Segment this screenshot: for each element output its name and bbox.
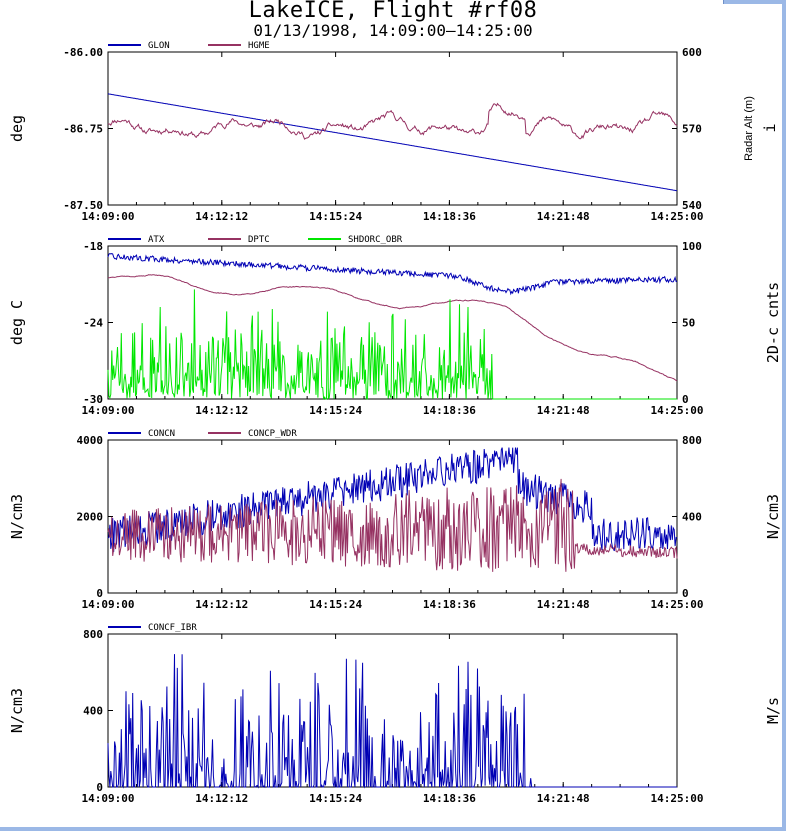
panel1-xtick-label: 14:18:36 <box>423 210 476 223</box>
panel4-xtick-label: 14:12:12 <box>195 792 248 805</box>
panel2-legend-label-atx: ATX <box>148 235 165 245</box>
panel3-ytick-right-label: 800 <box>682 434 702 447</box>
panel1-series-glon <box>107 93 678 192</box>
panel3-series-concn <box>107 447 678 552</box>
panel1-ylabel-left: deg <box>8 115 26 142</box>
panel2-ytick-left-label: -18 <box>83 240 103 253</box>
panel4-ytick-left-label: 400 <box>83 705 103 718</box>
panel4-ylabel-left: N/cm3 <box>8 688 26 733</box>
panel3-xtick-label: 14:18:36 <box>423 598 476 611</box>
panel4-xtick-label: 14:18:36 <box>423 792 476 805</box>
panel4-ytick-left-label: 0 <box>96 781 103 794</box>
panel4-ylabel-right: M/s <box>764 697 782 724</box>
panel4-ytick-left-label: 800 <box>83 628 103 641</box>
panel1-legend-label-hgme: HGME <box>248 41 270 51</box>
panel3-legend-label-concn: CONCN <box>148 429 175 439</box>
panel2-xtick-label: 14:09:00 <box>82 404 135 417</box>
panel3-ytick-right-label: 400 <box>682 511 702 524</box>
panel4-xtick-label: 14:21:48 <box>537 792 590 805</box>
panel2-ylabel-right: 2D-c cnts <box>764 282 782 363</box>
panel2-xtick-label: 14:25:00 <box>651 404 704 417</box>
panel1-ytick-right-label: 570 <box>682 123 702 136</box>
panel1-ytick-right-label: 600 <box>682 46 702 59</box>
panel2-xtick-label: 14:12:12 <box>195 404 248 417</box>
panel3-xtick-label: 14:25:00 <box>651 598 704 611</box>
panel2-legend-label-shdorc_obr: SHDORC_OBR <box>348 235 403 245</box>
panel2-series-dptc <box>107 274 678 382</box>
panel2-series-atx <box>107 253 678 296</box>
panel1-ylabel-right: Radar Alt (m) <box>743 96 755 161</box>
panel3-ylabel-right: N/cm3 <box>764 494 782 539</box>
panel3-ytick-left-label: 0 <box>96 587 103 600</box>
panel2-legend-label-dptc: DPTC <box>248 235 270 245</box>
panel3-xtick-label: 14:12:12 <box>195 598 248 611</box>
panel1-ytick-left-label: -86.00 <box>63 46 103 59</box>
panel3-legend-label-concp_wdr: CONCP_WDR <box>248 429 297 439</box>
panel1-plot-area <box>107 51 678 206</box>
panel2-xtick-label: 14:18:36 <box>423 404 476 417</box>
panel4-xtick-label: 14:15:24 <box>309 792 362 805</box>
panel1-ytick-right-label: 540 <box>682 199 702 212</box>
panel2-ytick-right-label: 100 <box>682 240 702 253</box>
panel1-legend-label-glon: GLON <box>148 41 170 51</box>
panel4-xtick-label: 14:25:00 <box>651 792 704 805</box>
panel1-ylabel-right-extra: i <box>761 123 779 132</box>
panel3-xtick-label: 14:15:24 <box>309 598 362 611</box>
panel2-ytick-left-label: -24 <box>83 317 103 330</box>
panel4-xtick-label: 14:09:00 <box>82 792 135 805</box>
panel1-xtick-label: 14:09:00 <box>82 210 135 223</box>
panel4-legend-label-concf_ibr: CONCF_IBR <box>148 623 197 633</box>
panel3-xtick-label: 14:09:00 <box>82 598 135 611</box>
panel1-ytick-left-label: -86.75 <box>63 123 103 136</box>
panel2-xtick-label: 14:21:48 <box>537 404 590 417</box>
panel3-ytick-right-label: 0 <box>682 587 689 600</box>
page-title: LakeICE, Flight #rf08 <box>248 0 538 23</box>
panel3-ytick-left-label: 2000 <box>77 511 104 524</box>
panel2-ytick-right-label: 50 <box>682 317 695 330</box>
page-subtitle: 01/13/1998, 14:09:00–14:25:00 <box>253 21 533 40</box>
panel3-ylabel-left: N/cm3 <box>8 494 26 539</box>
panel3-ytick-left-label: 4000 <box>77 434 104 447</box>
panel1-xtick-label: 14:25:00 <box>651 210 704 223</box>
panel2-series-shdorc_obr <box>107 289 677 401</box>
panel1-xtick-label: 14:15:24 <box>309 210 362 223</box>
panel2-xtick-label: 14:15:24 <box>309 404 362 417</box>
panel2-ylabel-left: deg C <box>8 300 26 345</box>
panel4-series-concf_ibr <box>107 654 677 789</box>
panel1-xtick-label: 14:21:48 <box>537 210 590 223</box>
panel2-ytick-left-label: -30 <box>83 393 103 406</box>
panel1-series-hgme <box>107 102 678 140</box>
panel3-series-concp_wdr <box>107 478 678 572</box>
window-corner-tab[interactable] <box>723 0 786 4</box>
panel1-xtick-label: 14:12:12 <box>195 210 248 223</box>
panel3-xtick-label: 14:21:48 <box>537 598 590 611</box>
panel2-ytick-right-label: 0 <box>682 393 689 406</box>
panel1-ytick-left-label: -87.50 <box>63 199 103 212</box>
